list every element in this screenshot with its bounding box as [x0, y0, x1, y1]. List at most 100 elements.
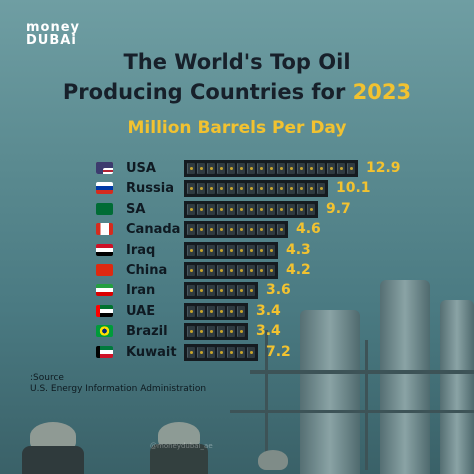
barrel-icon	[227, 163, 235, 174]
barrel-icon	[187, 163, 195, 174]
value-label: 3.6	[266, 282, 291, 299]
barrel-icon	[207, 163, 215, 174]
barrel-icon	[187, 346, 195, 358]
worker-body-decoration	[150, 444, 208, 474]
barrel-icon	[217, 203, 225, 215]
source-label: :Source	[30, 373, 64, 383]
value-label: 12.9	[366, 160, 401, 176]
barrel-icon	[217, 346, 225, 358]
barrel-icon	[197, 346, 205, 358]
barrel-icon	[197, 285, 205, 297]
barrel-icon	[207, 224, 215, 236]
barrel-icon	[217, 163, 225, 174]
barrel-icon	[257, 224, 265, 236]
barrel-icon	[197, 244, 205, 256]
barrel-icon	[287, 183, 295, 195]
barrel-icon	[217, 244, 225, 256]
barrel-icon	[237, 183, 245, 195]
barrel-icon	[277, 183, 285, 195]
barrel-icon	[237, 244, 245, 256]
money-dubai-logo: money DUBAi	[26, 21, 80, 47]
value-label: 7.2	[266, 343, 291, 360]
chart-title-line2: Producing Countries for 2023	[0, 80, 474, 104]
barrel-icon	[267, 163, 275, 174]
bar-row: Kuwait 7.2	[96, 343, 456, 361]
worker-body-decoration	[22, 446, 84, 474]
barrel-icon	[207, 285, 215, 297]
barrel-icon	[227, 285, 235, 297]
barrel-icon	[257, 265, 265, 276]
barrel-icon	[247, 224, 255, 236]
barrel-icon	[237, 224, 245, 236]
barrel-icon	[197, 326, 205, 338]
category-label: Canada	[126, 222, 181, 238]
barrel-icon	[207, 265, 215, 276]
barrel-icon	[277, 163, 285, 174]
barrel-icon	[197, 305, 205, 317]
barrel-icon	[237, 203, 245, 215]
barrel-icon	[237, 285, 245, 297]
barrel-icon	[187, 326, 195, 338]
barrel-icon	[247, 244, 255, 256]
barrel-icon	[337, 163, 345, 174]
bar-row: China 4.2	[96, 262, 456, 279]
barrel-icon	[227, 265, 235, 276]
category-label: UAE	[126, 303, 156, 319]
barrel-icon	[217, 224, 225, 236]
brazil-flag-icon	[96, 325, 113, 338]
barrel-icon	[287, 203, 295, 215]
category-label: USA	[126, 161, 156, 176]
bar-row: Brazil 3.4	[96, 323, 456, 341]
value-label: 4.6	[296, 221, 321, 238]
refinery-tank-decoration	[380, 280, 430, 474]
barrel-icon	[217, 183, 225, 195]
bar-row: USA 12.9	[96, 160, 456, 177]
barrel-icon	[207, 305, 215, 317]
barrel-icon	[217, 285, 225, 297]
barrel-icon	[317, 183, 325, 195]
barrel-icon	[187, 285, 195, 297]
barrel-icon	[187, 265, 195, 276]
barrel-icon	[237, 265, 245, 276]
barrel-icon	[217, 265, 225, 276]
barrel-icon	[307, 183, 315, 195]
barrel-icon	[277, 203, 285, 215]
barrel-icon	[217, 326, 225, 338]
iran-flag-icon	[96, 284, 113, 297]
barrel-icon	[187, 305, 195, 317]
barrel-icon	[307, 203, 315, 215]
barrel-icon	[197, 203, 205, 215]
title-year: 2023	[352, 80, 412, 104]
category-label: Russia	[126, 181, 174, 197]
barrel-icon	[297, 163, 305, 174]
chart-subtitle: Million Barrels Per Day	[127, 118, 347, 138]
bar-row: UAE 3.4	[96, 302, 456, 320]
category-label: China	[126, 263, 168, 278]
logo-line2: DUBAi	[26, 33, 77, 48]
barrel-icon	[217, 305, 225, 317]
value-label: 4.3	[286, 241, 311, 258]
barrel-icon	[247, 163, 255, 174]
value-label: 3.4	[256, 302, 281, 319]
barrel-icon	[267, 265, 275, 276]
barrel-icon	[237, 326, 245, 338]
category-label: Brazil	[126, 324, 168, 340]
barrel-icon	[267, 183, 275, 195]
saudi-flag-icon	[96, 202, 113, 215]
pipe-decoration	[265, 330, 268, 470]
barrel-icon	[207, 183, 215, 195]
barrel-icon	[247, 285, 255, 297]
russia-flag-icon	[96, 182, 113, 195]
barrel-icon	[247, 183, 255, 195]
barrel-icon	[227, 305, 235, 317]
barrel-icon	[267, 244, 275, 256]
bar-row: SA 9.7	[96, 200, 456, 218]
worker-helmet-decoration	[30, 422, 76, 450]
barrel-icon	[207, 346, 215, 358]
barrel-icon	[267, 203, 275, 215]
barrel-icon	[257, 203, 265, 215]
barrel-icon	[207, 203, 215, 215]
watermark: @moneydubai_ae	[150, 442, 213, 450]
barrel-icon	[347, 163, 355, 174]
